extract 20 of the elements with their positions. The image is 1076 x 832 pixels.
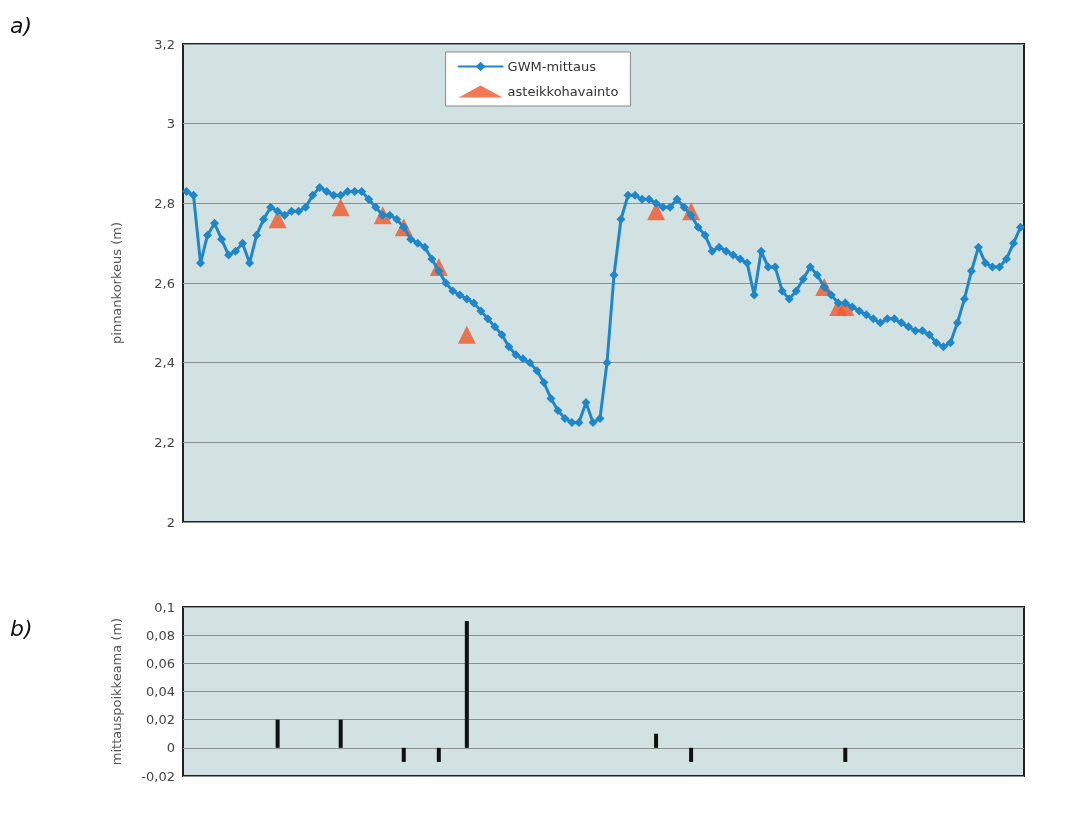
y-tick-label: 2,2 bbox=[154, 434, 175, 450]
text: b) bbox=[10, 615, 33, 641]
y-tick-label: 3,2 bbox=[154, 36, 175, 52]
y-tick-label: 0,1 bbox=[154, 599, 175, 615]
y-axis-title: mittauspoikkeama (m) bbox=[109, 617, 124, 766]
y-axis-title: pinnankorkeus (m) bbox=[109, 222, 124, 344]
y-tick-label: 2,6 bbox=[154, 275, 175, 291]
legend-label: asteikkohavainto bbox=[507, 84, 619, 99]
y-tick-label: 0 bbox=[166, 740, 175, 756]
y-tick-label: 2,4 bbox=[154, 355, 175, 371]
y-tick-label: -0,02 bbox=[141, 768, 175, 784]
legend-label: GWM-mittaus bbox=[507, 59, 597, 74]
y-tick-label: 2 bbox=[166, 514, 175, 530]
y-tick-label: 0,08 bbox=[146, 627, 175, 643]
text: a) bbox=[10, 12, 33, 38]
y-tick-label: 0,02 bbox=[146, 712, 175, 728]
y-tick-label: 0,06 bbox=[146, 655, 175, 671]
y-tick-label: 2,8 bbox=[154, 195, 175, 211]
y-tick-label: 0,04 bbox=[146, 684, 175, 699]
y-tick-label: 3 bbox=[166, 116, 175, 132]
